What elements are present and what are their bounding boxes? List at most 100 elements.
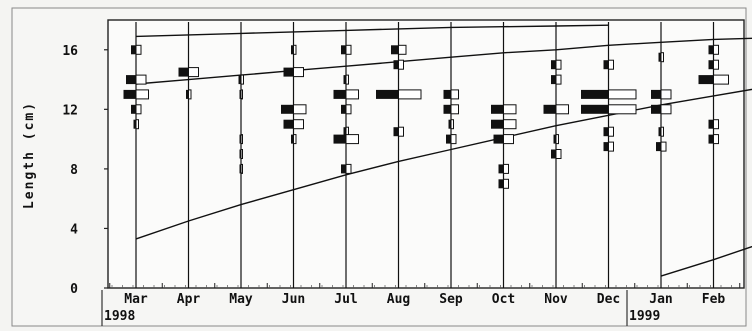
- y-tick-label: 4: [70, 222, 78, 237]
- freq-bar-right: [135, 44, 142, 55]
- month-label: Jun: [282, 292, 305, 307]
- freq-bar-left: [448, 119, 451, 129]
- freq-bar-right: [608, 104, 637, 115]
- y-axis: Length (cm): [22, 101, 37, 209]
- freq-bar-right: [240, 134, 243, 145]
- freq-bar-right: [713, 119, 719, 130]
- month-label: Mar: [124, 292, 148, 307]
- freq-bar-right: [398, 89, 422, 100]
- plot-frame: [107, 19, 745, 289]
- x-tick-group: [109, 283, 741, 288]
- freq-bar-right: [345, 104, 352, 115]
- freq-bar-left: [239, 134, 241, 144]
- freq-bar-left: [543, 104, 556, 114]
- freq-bar-right: [188, 89, 192, 100]
- freq-bar-right: [555, 149, 562, 159]
- freq-bar-left: [123, 89, 136, 99]
- freq-bar-left: [658, 52, 661, 62]
- freq-bar-left: [393, 127, 399, 137]
- freq-bar-right: [503, 119, 517, 130]
- freq-bar-left: [443, 89, 451, 99]
- freq-bar-left: [333, 134, 346, 144]
- freq-bar-left: [391, 45, 399, 55]
- freq-bar-left: [651, 89, 661, 99]
- freq-bar-left: [498, 179, 504, 189]
- freq-bar-right: [713, 44, 719, 55]
- freq-bar-right: [398, 126, 404, 137]
- freq-bar-right: [608, 126, 614, 137]
- freq-bar-left: [708, 60, 714, 70]
- freq-bar-left: [551, 149, 556, 159]
- freq-bar-right: [398, 44, 407, 55]
- y-tick-group: 0 4 8 12 16: [62, 44, 108, 297]
- freq-bar-left: [341, 45, 346, 55]
- freq-bar-left: [553, 134, 556, 144]
- freq-bar-left: [131, 104, 136, 114]
- freq-bar-left: [281, 104, 294, 114]
- freq-bar-left: [491, 104, 504, 114]
- freq-bar-right: [503, 178, 509, 189]
- freq-bar-left: [603, 60, 609, 70]
- month-label: Oct: [492, 292, 515, 307]
- freq-bar-right: [345, 134, 359, 145]
- freq-bar-right: [608, 59, 614, 70]
- freq-bar-left: [343, 127, 346, 137]
- freq-bar-right: [608, 141, 614, 152]
- freq-bar-left: [581, 89, 609, 99]
- freq-bar-right: [660, 52, 664, 63]
- freq-bar-right: [240, 163, 243, 174]
- month-label: Apr: [177, 292, 201, 307]
- freq-bar-right: [293, 67, 304, 78]
- month-label: Jul: [334, 292, 357, 307]
- freq-bar-left: [658, 127, 661, 137]
- freq-bar-right: [135, 74, 147, 85]
- month-label: Sep: [439, 292, 463, 307]
- freq-bar-left: [708, 134, 714, 144]
- y-axis-title: Length (cm): [22, 101, 37, 209]
- freq-bar-left: [291, 45, 294, 55]
- freq-bar-right: [135, 89, 149, 100]
- freq-bar-right: [345, 74, 349, 85]
- freq-bar-left: [698, 75, 714, 85]
- freq-bar-right: [660, 89, 672, 100]
- freq-bar-right: [503, 163, 509, 174]
- freq-bar-right: [293, 134, 297, 145]
- freq-bar-right: [450, 89, 459, 100]
- freq-bar-right: [398, 59, 404, 70]
- month-label: Nov: [544, 292, 568, 307]
- month-label: Jan: [649, 292, 672, 307]
- month-label: Aug: [387, 292, 410, 307]
- year-labels: 1998 1999: [101, 290, 660, 326]
- freq-bar-left: [283, 67, 294, 77]
- freq-bar-left: [283, 119, 294, 129]
- freq-bar-left: [651, 104, 661, 114]
- freq-bar-left: [333, 89, 346, 99]
- freq-bar-right: [293, 44, 297, 55]
- freq-bar-left: [551, 75, 556, 85]
- freq-bar-right: [135, 119, 139, 130]
- y-tick-label: 0: [70, 282, 78, 297]
- freq-bar-left: [603, 142, 609, 152]
- freq-bar-right: [660, 141, 667, 152]
- freq-bar-right: [345, 44, 352, 55]
- freq-bar-right: [135, 104, 142, 115]
- freq-bar-right: [555, 134, 559, 145]
- freq-bar-left: [178, 67, 189, 77]
- freq-bar-left: [341, 104, 346, 114]
- freq-bar-left: [491, 119, 504, 129]
- freq-bar-left: [239, 89, 241, 99]
- freq-bar-right: [188, 67, 199, 78]
- freq-bar-right: [555, 74, 562, 85]
- plot-area: [107, 19, 745, 289]
- freq-bar-right: [240, 149, 243, 159]
- freq-bar-left: [551, 60, 556, 70]
- freq-bar-right: [713, 59, 719, 70]
- freq-bar-left: [238, 75, 241, 85]
- freq-bar-left: [498, 164, 504, 174]
- freq-bar-right: [555, 104, 569, 115]
- freq-bar-left: [131, 45, 136, 55]
- freq-bar-left: [133, 119, 136, 129]
- freq-bar-left: [708, 45, 714, 55]
- freq-bar-right: [293, 104, 307, 115]
